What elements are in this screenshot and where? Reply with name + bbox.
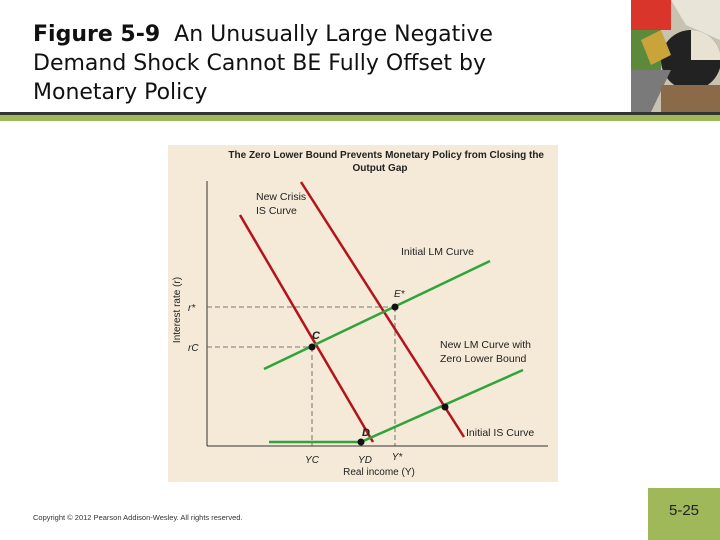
tick-r-star: r* (188, 303, 196, 314)
point-e-star (391, 303, 399, 311)
copyright-notice: Copyright © 2012 Pearson Addison-Wesley.… (33, 513, 243, 522)
is-lm-figure: The Zero Lower Bound Prevents Monetary P… (168, 145, 558, 482)
accent-divider (0, 115, 720, 121)
label-initial-lm: Initial LM Curve (401, 246, 474, 258)
label-new-crisis-is-1: New Crisis (256, 191, 306, 203)
decorative-artwork (631, 0, 720, 112)
slide-number: 5-25 (648, 488, 720, 540)
y-axis-label: Interest rate (r) (172, 277, 183, 343)
point-c (308, 343, 316, 351)
initial-is-curve (299, 181, 466, 438)
initial-lm-curve (263, 259, 491, 371)
figure-heading-line1: The Zero Lower Bound Prevents Monetary P… (228, 150, 544, 161)
label-d: D (362, 427, 370, 439)
new-crisis-is-curve (238, 214, 375, 443)
label-e-star: E* (394, 289, 406, 300)
point-is-new-lm (441, 403, 449, 411)
tick-r-c: rC (188, 343, 199, 354)
x-axis-label: Real income (Y) (343, 467, 415, 478)
label-new-lm-2: Zero Lower Bound (440, 353, 527, 365)
label-initial-is: Initial IS Curve (466, 427, 534, 439)
label-c: C (312, 330, 321, 342)
figure-caption: An Unusually Large Negative Demand Shock… (33, 22, 493, 105)
tick-y-d: YD (358, 455, 372, 466)
label-new-lm-1: New LM Curve with (440, 339, 531, 351)
title-divider (0, 112, 720, 115)
label-new-crisis-is-2: IS Curve (256, 205, 297, 217)
figure-number: Figure 5-9 (33, 22, 161, 47)
figure-heading-line2: Output Gap (353, 163, 408, 174)
tick-y-star: Y* (392, 452, 404, 463)
point-d (357, 438, 365, 446)
tick-y-c: YC (305, 455, 320, 466)
slide-title: Figure 5-9 An Unusually Large Negative D… (33, 20, 593, 107)
